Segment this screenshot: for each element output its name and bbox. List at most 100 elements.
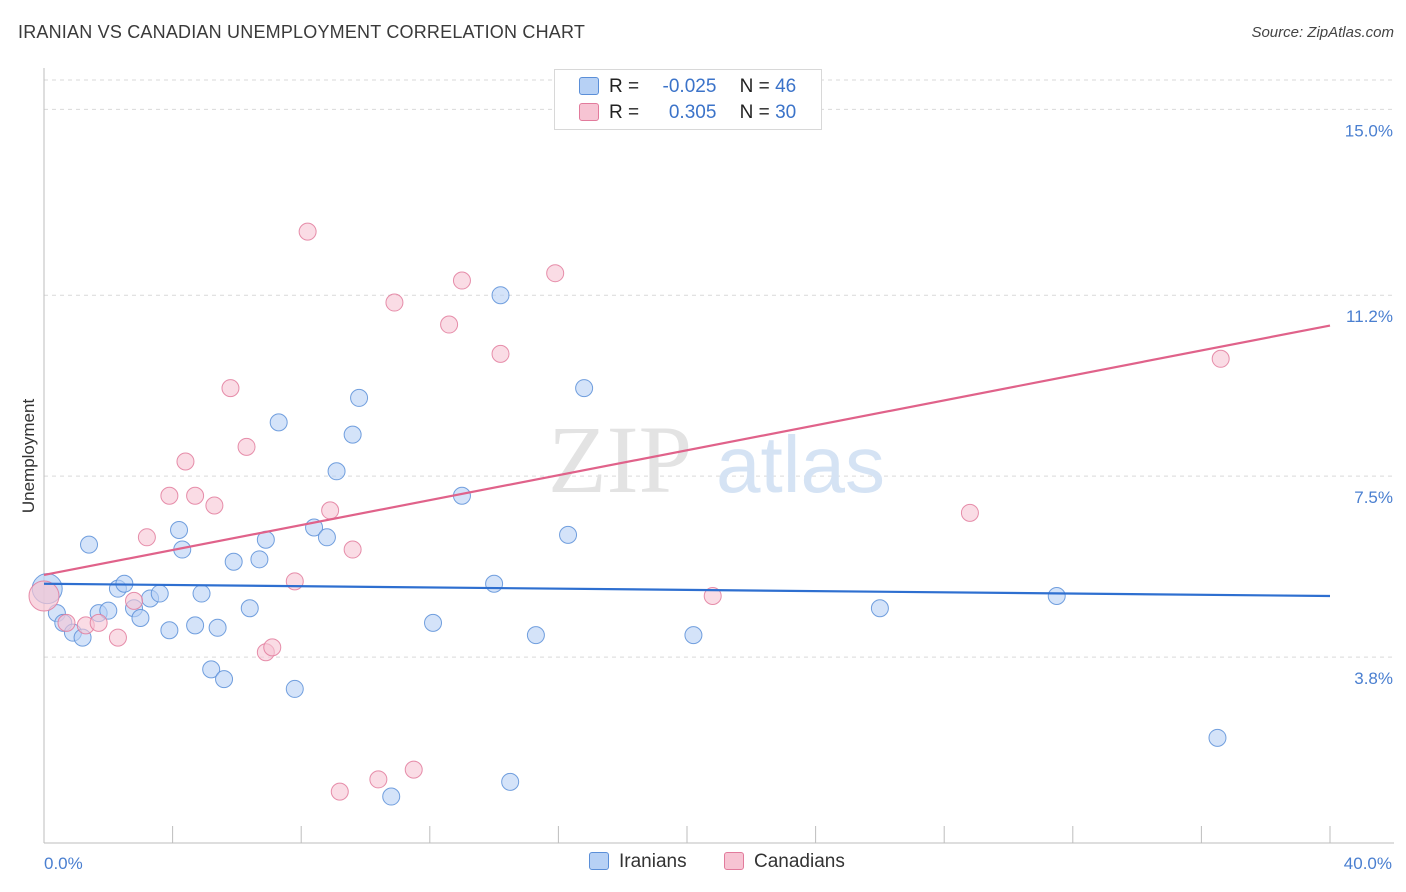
canadian-point xyxy=(160,486,179,505)
y-tick-label: 3.8% xyxy=(1354,669,1393,688)
canadians-legend-swatch xyxy=(724,852,744,870)
iranian-point xyxy=(250,550,269,569)
legend-r-label: R = xyxy=(609,102,640,123)
legend-n-label: N = xyxy=(739,102,770,123)
watermark-zip: ZIP xyxy=(548,406,692,513)
series-legend: Iranians Canadians xyxy=(0,851,1406,877)
iranians-trend-line xyxy=(43,582,1331,598)
iranian-point xyxy=(269,413,288,432)
canadian-point xyxy=(491,344,510,363)
legend-n-value: 46 xyxy=(775,76,797,97)
iranian-point xyxy=(1208,728,1227,747)
canadians-trend-line xyxy=(43,324,1331,577)
canadian-point xyxy=(330,782,349,801)
canadian-point xyxy=(137,528,156,547)
data-points xyxy=(28,222,1230,806)
iranian-point xyxy=(202,660,221,679)
canadian-point xyxy=(343,540,362,559)
canadian-point xyxy=(321,501,340,520)
iranian-point xyxy=(575,379,594,398)
legend-row-canadians: R = 0.305 N = 30 xyxy=(579,102,796,126)
iranians-legend-label: Iranians xyxy=(619,851,687,872)
legend-r-value: -0.025 xyxy=(662,76,717,97)
canadians-legend-label: Canadians xyxy=(754,851,845,872)
iranian-point xyxy=(240,599,259,618)
iranian-point xyxy=(131,609,150,628)
canadian-point xyxy=(960,503,979,522)
trend-lines xyxy=(43,324,1331,598)
canadian-point xyxy=(237,437,256,456)
canadian-point xyxy=(385,293,404,312)
iranian-point xyxy=(870,599,889,618)
watermark: ZIP atlas xyxy=(548,406,885,513)
canadian-point xyxy=(125,591,144,610)
iranian-point xyxy=(526,626,545,645)
canadian-point xyxy=(546,264,565,283)
canadian-point xyxy=(298,222,317,241)
iranian-point xyxy=(559,525,578,544)
canadian-point xyxy=(221,379,240,398)
canadian-point xyxy=(404,760,423,779)
canadian-point xyxy=(57,613,76,632)
canadian-point xyxy=(176,452,195,471)
y-tick-label: 11.2% xyxy=(1346,307,1393,326)
canadian-point xyxy=(1211,349,1230,368)
legend-r-value: 0.305 xyxy=(668,102,717,123)
x-tick-label-min: 0.0% xyxy=(44,854,83,873)
canadian-point xyxy=(263,638,282,657)
x-tick-labels: 0.0% 40.0% xyxy=(44,854,1392,873)
correlation-legend: R = -0.025 N = 46 R = 0.305 N = 30 xyxy=(554,69,822,130)
axes xyxy=(43,68,1394,844)
iranian-point xyxy=(485,574,504,593)
iranian-point xyxy=(80,535,99,554)
iranian-point xyxy=(150,584,169,603)
canadian-point xyxy=(440,315,459,334)
chart-title: IRANIAN VS CANADIAN UNEMPLOYMENT CORRELA… xyxy=(18,22,586,42)
iranian-point xyxy=(684,626,703,645)
canadian-point xyxy=(108,628,127,647)
canadian-point xyxy=(89,613,108,632)
y-axis-label: Unemployment xyxy=(19,399,38,514)
canadian-point xyxy=(369,770,388,789)
iranian-point xyxy=(317,528,336,547)
iranians-legend-swatch xyxy=(589,852,609,870)
legend-n-label: N = xyxy=(739,76,770,97)
iranian-point xyxy=(160,621,179,640)
canadian-point xyxy=(28,580,60,612)
iranian-point xyxy=(170,520,189,539)
legend-r-label: R = xyxy=(609,76,640,97)
iranian-point xyxy=(350,388,369,407)
iranian-point xyxy=(224,552,243,571)
iranian-point xyxy=(215,670,234,689)
legend-item-iranians[interactable]: Iranians xyxy=(589,851,687,873)
canadian-point xyxy=(703,587,722,606)
iranian-point xyxy=(99,601,118,620)
iranian-point xyxy=(343,425,362,444)
canadian-point xyxy=(205,496,224,515)
iranian-point xyxy=(327,462,346,481)
iranian-point xyxy=(192,584,211,603)
canadian-point xyxy=(186,486,205,505)
x-tick-label-max: 40.0% xyxy=(1344,854,1392,873)
legend-item-canadians[interactable]: Canadians xyxy=(724,851,845,873)
watermark-atlas: atlas xyxy=(716,420,885,509)
iranian-point xyxy=(424,613,443,632)
y-tick-label: 7.5% xyxy=(1354,488,1393,507)
iranian-point xyxy=(501,772,520,791)
iranian-point xyxy=(186,616,205,635)
canadians-swatch xyxy=(579,103,599,121)
iranian-point xyxy=(208,618,227,637)
legend-row-iranians: R = -0.025 N = 46 xyxy=(579,76,796,100)
legend-n-value: 30 xyxy=(775,102,797,123)
y-tick-label: 15.0% xyxy=(1345,121,1393,140)
grid-lines xyxy=(44,79,1394,658)
iranian-point xyxy=(285,679,304,698)
iranian-point xyxy=(1047,587,1066,606)
iranian-point xyxy=(382,787,401,806)
iranian-point xyxy=(491,286,510,305)
y-tick-labels: 3.8% 7.5% 11.2% 15.0% xyxy=(1345,121,1393,688)
source-credit: Source: ZipAtlas.com xyxy=(1251,24,1394,41)
iranians-swatch xyxy=(579,77,599,95)
canadian-point xyxy=(452,271,471,290)
